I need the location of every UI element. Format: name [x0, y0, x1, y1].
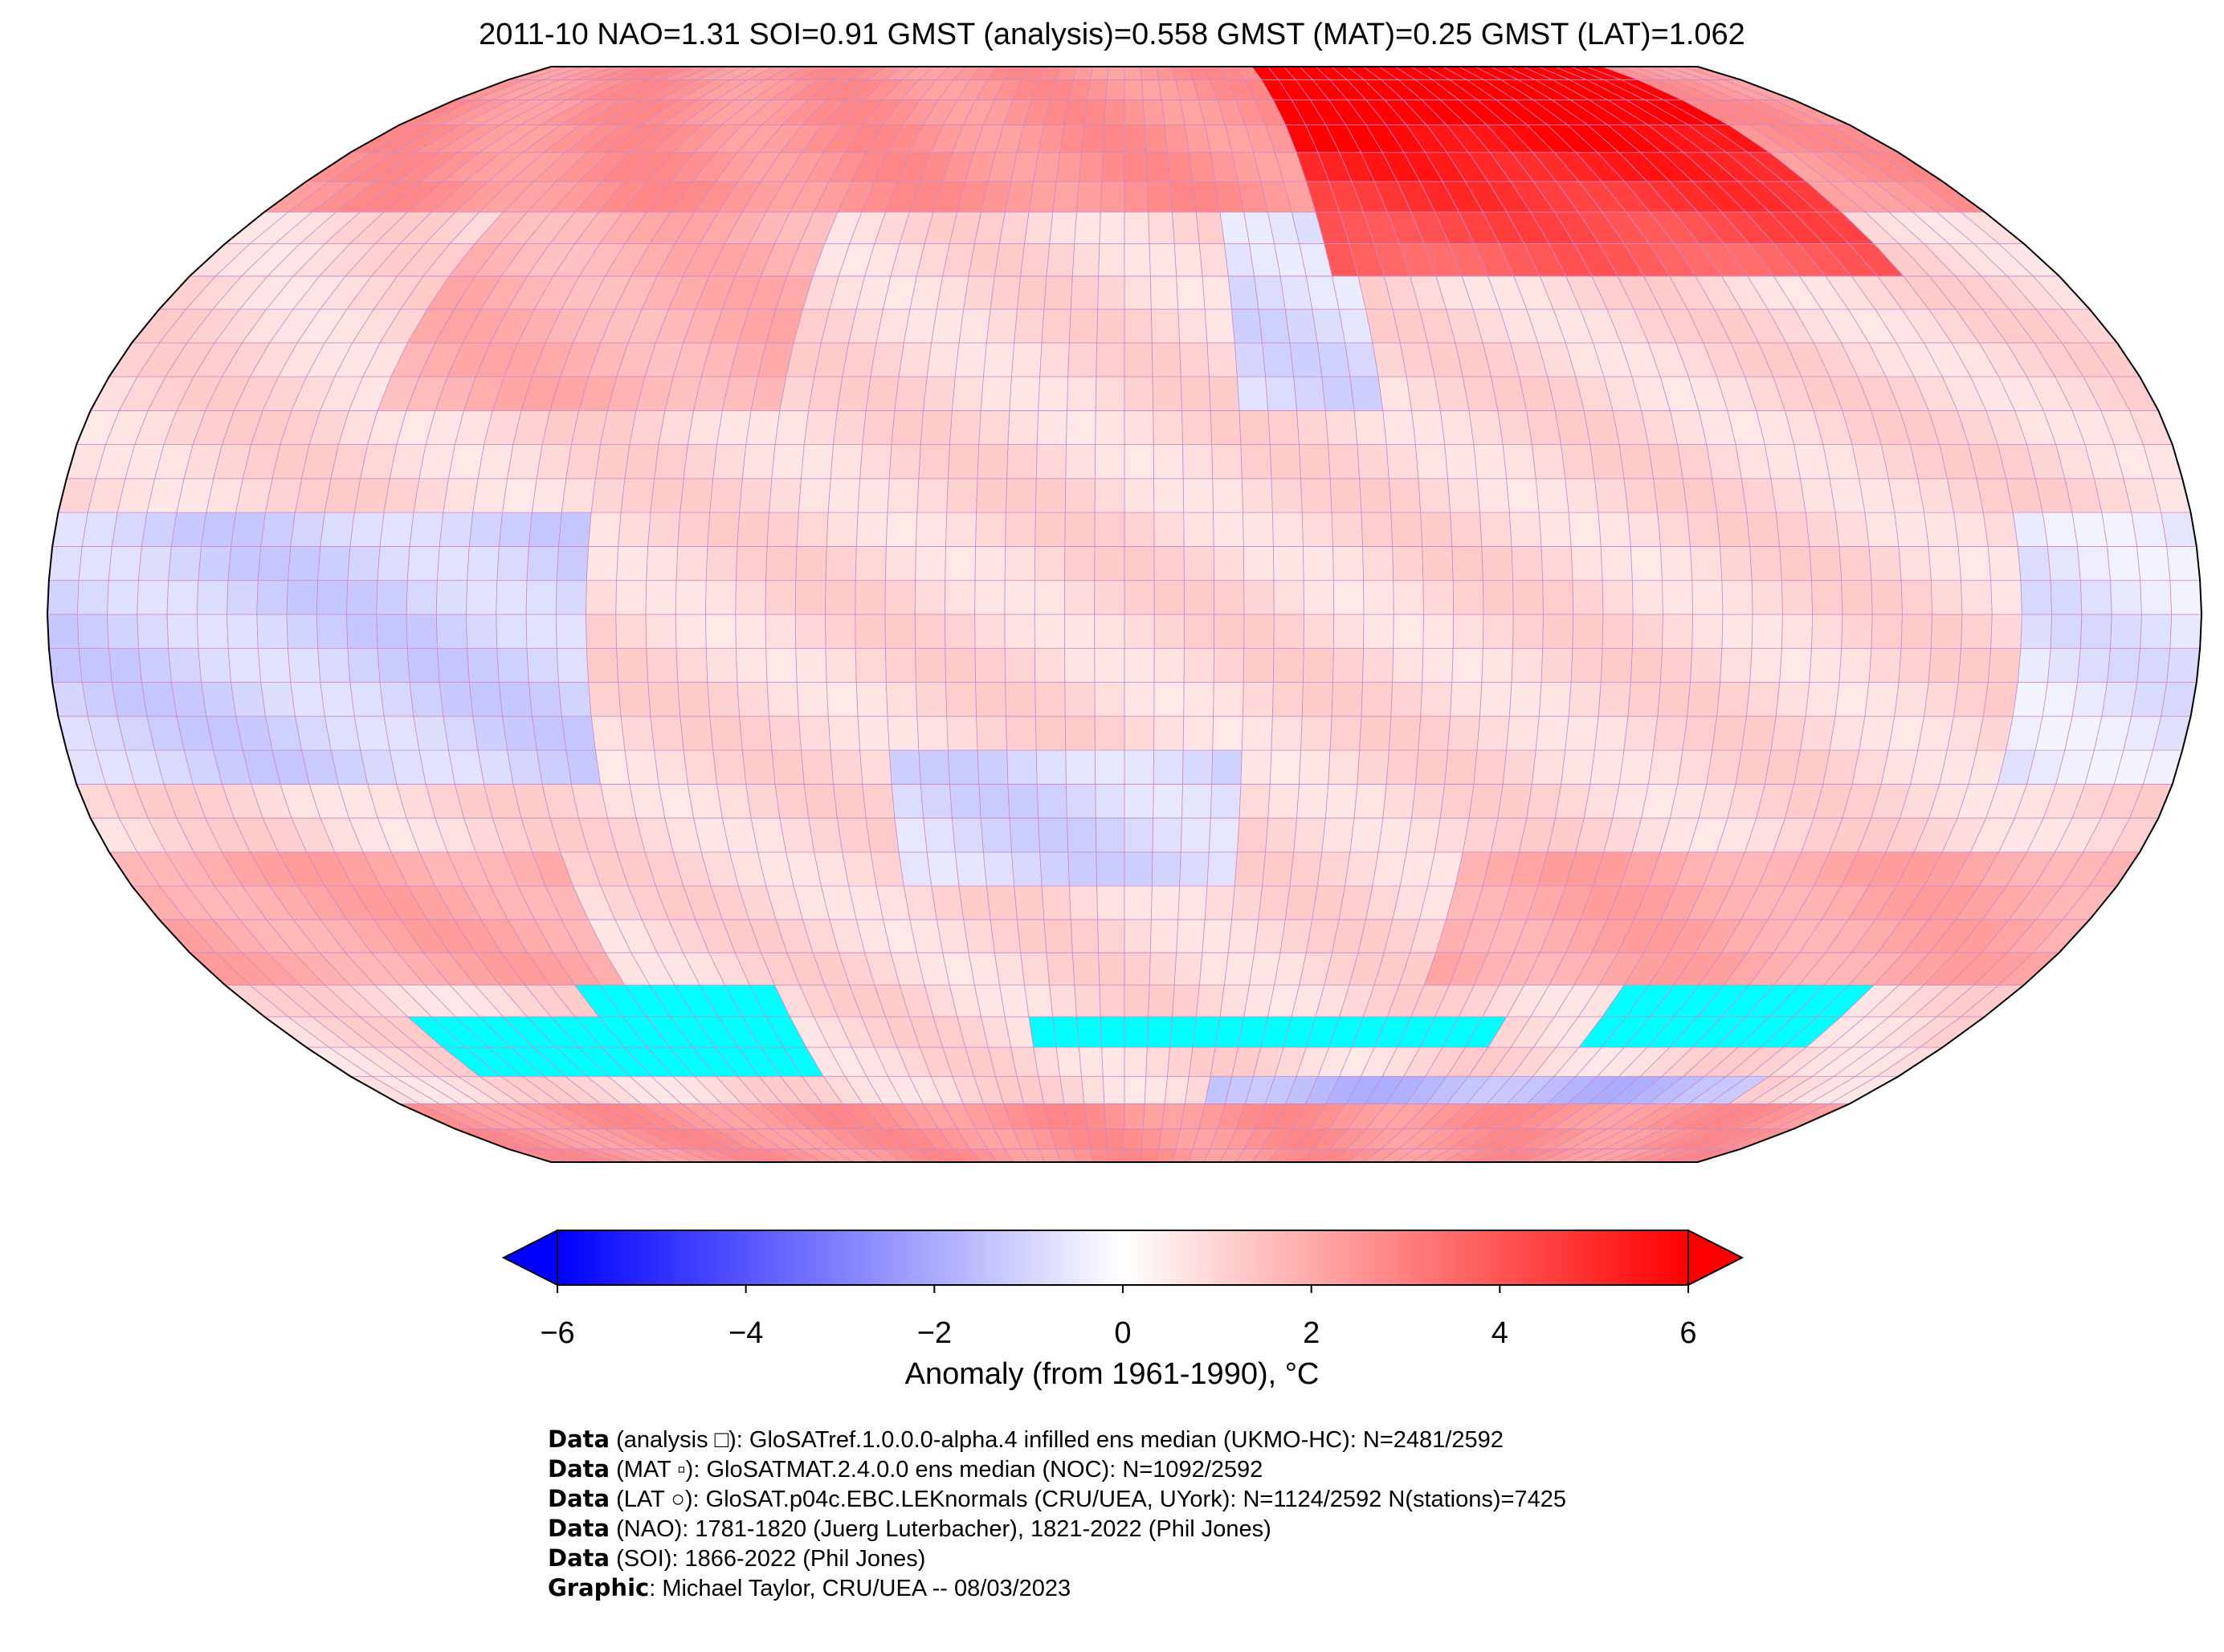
colorbar-extend-high: [1687, 1229, 1745, 1287]
colorbar-tick-label: −4: [728, 1316, 763, 1350]
colorbar-tick-label: 4: [1492, 1316, 1508, 1350]
map-outline: [46, 66, 2203, 1163]
colorbar-label: Anomaly (from 1961-1990), °C: [904, 1357, 1320, 1391]
credit-line: Data (analysis □): GloSATref.1.0.0.0-alp…: [548, 1426, 1504, 1453]
map-plot: [46, 66, 2203, 1163]
colorbar-tick-label: 0: [1114, 1316, 1131, 1350]
chart-title: 2011-10 NAO=1.31 SOI=0.91 GMST (analysis…: [479, 18, 1745, 51]
credit-line: Data (LAT ○): GloSAT.p04c.EBC.LEKnormals…: [548, 1485, 1566, 1512]
colorbar-tick-label: −6: [540, 1316, 574, 1350]
credit-line: Graphic: Michael Taylor, CRU/UEA -- 08/0…: [548, 1574, 1071, 1601]
colorbar-tick-label: 2: [1303, 1316, 1320, 1350]
colorbar: −6 −4 −2 0 2 4 6: [501, 1229, 1745, 1350]
credit-line: Data (SOI): 1866-2022 (Phil Jones): [548, 1544, 926, 1572]
credit-line: Data (NAO): 1781-1820 (Juerg Luterbacher…: [548, 1515, 1271, 1542]
colorbar-tick-label: −2: [917, 1316, 952, 1350]
colorbar-gradient: [557, 1230, 1689, 1286]
credits: Data (analysis □): GloSATref.1.0.0.0-alp…: [548, 1425, 1566, 1603]
colorbar-extend-low: [501, 1229, 558, 1287]
colorbar-tick-label: 6: [1679, 1316, 1696, 1350]
grid-cells: [47, 66, 2202, 1163]
credit-line: Data (MAT ▫): GloSATMAT.2.4.0.0 ens medi…: [548, 1455, 1263, 1483]
